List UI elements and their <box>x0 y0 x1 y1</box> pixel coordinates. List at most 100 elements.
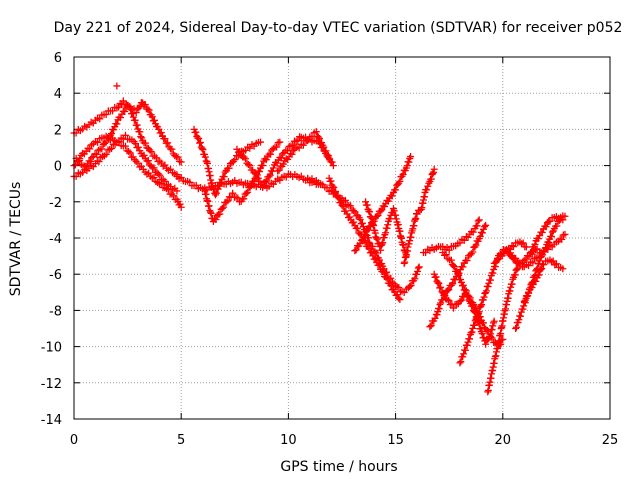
data-point <box>263 177 271 185</box>
data-point <box>478 330 486 338</box>
data-point <box>407 153 415 161</box>
data-point <box>96 115 104 123</box>
data-point <box>492 259 500 267</box>
x-tick-label: 5 <box>177 433 185 448</box>
data-point <box>495 255 503 263</box>
data-point <box>546 217 554 225</box>
data-point <box>150 164 158 172</box>
data-point <box>429 168 437 176</box>
data-point <box>464 338 472 346</box>
data-point <box>535 271 543 279</box>
y-tick-label: -6 <box>49 268 62 283</box>
data-point <box>403 162 411 170</box>
x-tick-label: 0 <box>70 433 78 448</box>
data-point <box>368 248 376 256</box>
y-tick-label: -10 <box>41 341 62 356</box>
data-point <box>384 221 392 229</box>
data-point <box>473 314 481 322</box>
data-point <box>121 107 129 115</box>
data-point <box>154 170 162 178</box>
data-point <box>288 150 296 158</box>
data-point <box>515 316 523 324</box>
data-point <box>198 144 206 152</box>
data-point <box>431 314 439 322</box>
data-point <box>454 270 462 278</box>
data-point <box>426 323 434 331</box>
data-point <box>255 168 263 176</box>
data-point <box>259 162 267 170</box>
data-point <box>212 191 220 199</box>
data-point <box>430 165 438 173</box>
data-point <box>353 224 361 232</box>
data-point <box>161 177 169 185</box>
data-point <box>95 158 103 166</box>
data-point <box>384 197 392 205</box>
data-point <box>363 201 371 209</box>
x-tick-label: 20 <box>495 433 512 448</box>
data-point <box>529 259 537 267</box>
data-point <box>475 308 483 316</box>
data-point <box>461 346 469 354</box>
data-point <box>256 177 264 185</box>
y-tick-label: 4 <box>54 87 62 102</box>
data-point <box>323 184 331 192</box>
data-point <box>279 160 287 168</box>
data-point <box>553 222 561 230</box>
data-point <box>552 260 560 268</box>
data-point <box>512 323 520 331</box>
data-point <box>456 298 464 306</box>
data-point <box>532 277 540 285</box>
data-point <box>373 212 381 220</box>
data-point <box>259 183 267 191</box>
data-point <box>106 145 114 153</box>
data-point <box>521 296 529 304</box>
data-point <box>445 246 453 254</box>
data-point <box>232 193 240 201</box>
y-axis-ticks: 6 4 2 0 -2 -4 -6 -8 -10 -12 -14 <box>41 51 610 428</box>
data-point <box>395 283 403 291</box>
data-point <box>261 178 269 186</box>
data-point <box>490 259 498 267</box>
data-point <box>207 209 215 217</box>
data-point <box>525 262 533 270</box>
data-point <box>212 189 220 197</box>
data-point <box>488 326 496 334</box>
data-point <box>513 265 521 273</box>
data-point <box>177 158 185 166</box>
data-point <box>482 221 490 229</box>
data-point <box>375 261 383 269</box>
data-point <box>545 239 553 247</box>
data-point <box>102 110 110 118</box>
data-point <box>423 186 431 194</box>
data-point <box>534 235 542 243</box>
data-point <box>508 242 516 250</box>
data-point <box>134 143 142 151</box>
data-point <box>548 228 556 236</box>
data-point <box>244 188 252 196</box>
data-point <box>177 203 185 211</box>
data-point <box>144 157 152 165</box>
data-point <box>225 164 233 172</box>
data-point <box>525 289 533 297</box>
chart-title: Day 221 of 2024, Sidereal Day-to-day VTE… <box>54 20 623 36</box>
data-point <box>455 271 463 279</box>
data-point <box>356 216 364 224</box>
data-point <box>276 138 284 146</box>
data-point <box>320 143 328 151</box>
data-point <box>481 223 489 231</box>
data-point <box>393 291 401 299</box>
data-point <box>196 139 204 147</box>
data-point <box>559 265 567 273</box>
data-point <box>373 235 381 243</box>
data-point <box>240 195 248 203</box>
data-point <box>363 226 371 234</box>
data-point <box>88 141 96 149</box>
data-point <box>514 264 522 272</box>
data-point <box>136 103 144 111</box>
data-point <box>468 302 476 310</box>
grid-lines <box>74 57 610 419</box>
data-point <box>443 295 451 303</box>
data-point <box>540 261 548 269</box>
data-point <box>212 215 220 223</box>
data-point <box>94 138 102 146</box>
